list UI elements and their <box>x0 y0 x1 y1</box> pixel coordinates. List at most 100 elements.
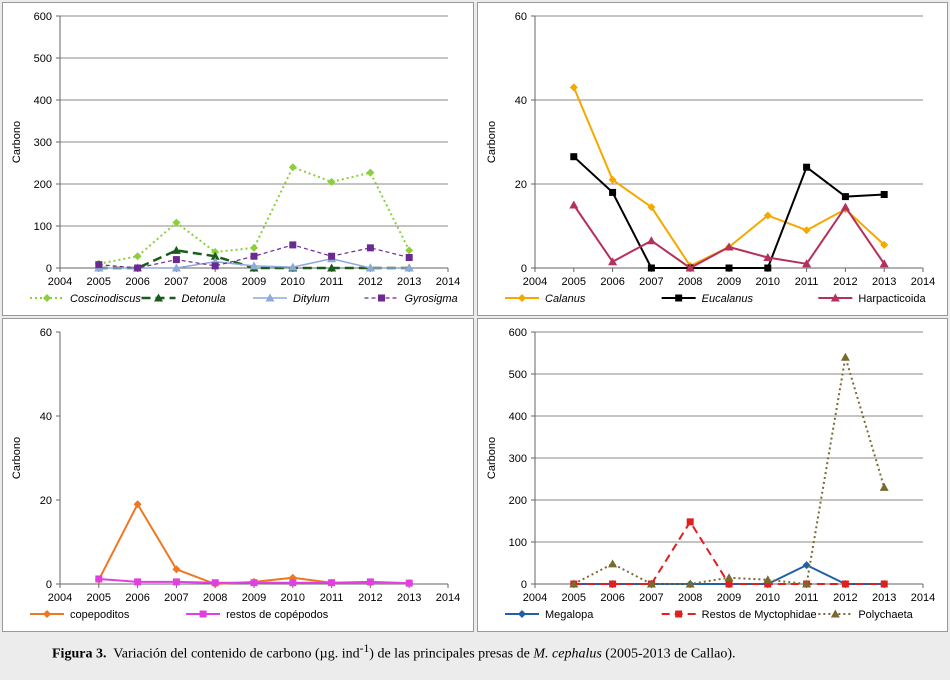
legend-label: Megalopa <box>545 609 594 621</box>
caption-text-c: (2005-2013 de Callao). <box>601 646 736 662</box>
x-tick-label: 2014 <box>436 276 460 288</box>
data-point <box>211 262 219 270</box>
x-tick-label: 2014 <box>911 276 935 288</box>
data-point <box>288 163 297 172</box>
legend-swatch-marker <box>378 294 385 302</box>
series-coscinodiscus <box>94 163 414 268</box>
x-tick-label: 2014 <box>911 592 935 604</box>
chart-panel-others: 0 100 200 300 400 500 600 2004 2005 2006 2007 2008 2… <box>477 318 948 632</box>
data-point <box>171 245 181 254</box>
legend-label: Detonula <box>182 293 226 305</box>
chart-panel-copepoditos: 0 20 40 60 2004 2005 2006 2007 2008 2009 2010 2011 2… <box>2 318 474 632</box>
legend-entry: Ditylum <box>253 293 330 305</box>
series-polychaeta <box>569 352 889 588</box>
data-point <box>802 226 811 235</box>
data-point <box>288 262 298 271</box>
y-axis-label: Carbono <box>486 121 498 163</box>
legend-swatch-marker <box>518 610 526 618</box>
caption-text-a: Variación del contenido de carbono (µg. … <box>113 646 360 662</box>
data-point <box>763 575 773 584</box>
data-point <box>608 175 617 184</box>
data-point <box>328 252 336 260</box>
figure-caption: Figura 3. Variación del contenido de car… <box>52 640 852 663</box>
x-tick-label: 2005 <box>562 592 586 604</box>
data-point <box>569 83 578 92</box>
data-point <box>172 256 180 264</box>
x-tick-label: 2013 <box>872 592 896 604</box>
x-tick-label: 2004 <box>48 276 72 288</box>
data-point <box>250 252 258 260</box>
x-tick-label: 2009 <box>717 592 741 604</box>
y-tick-label: 300 <box>509 453 527 465</box>
data-point <box>880 580 888 588</box>
y-tick-label: 300 <box>34 137 52 149</box>
y-tick-label: 400 <box>34 95 52 107</box>
data-point <box>686 518 694 526</box>
data-point <box>880 240 889 249</box>
x-tick-label: 2010 <box>281 276 305 288</box>
legend-swatch-marker <box>43 610 51 618</box>
data-point <box>879 482 889 491</box>
x-tick-label: 2013 <box>397 592 421 604</box>
y-axis-label: Carbono <box>11 121 23 163</box>
y-tick-label: 600 <box>509 327 527 339</box>
legend-swatch-marker <box>199 610 207 618</box>
data-point <box>405 246 414 255</box>
legend-label: Calanus <box>545 293 586 305</box>
y-tick-label: 20 <box>40 495 52 507</box>
legend-entry: Gyrosigma <box>364 293 458 305</box>
series-calanus <box>569 83 889 270</box>
legend-entry: Calanus <box>505 293 586 305</box>
legend-entry: restos de copépodos <box>186 609 329 621</box>
legend-entry: Harpacticoida <box>818 293 926 305</box>
legend-label: Restos de Myctophidae <box>702 609 817 621</box>
data-point <box>570 153 578 161</box>
data-point <box>249 261 259 270</box>
data-point <box>172 578 180 586</box>
legend-swatch-marker <box>265 293 275 302</box>
legend-entry: copepoditos <box>30 609 130 621</box>
series-line <box>97 503 410 585</box>
data-point <box>250 579 258 587</box>
data-point <box>841 580 849 588</box>
data-point <box>404 263 414 272</box>
data-point <box>685 579 695 588</box>
x-tick-label: 2008 <box>203 276 227 288</box>
x-tick-label: 2008 <box>678 276 702 288</box>
data-point <box>289 579 297 587</box>
y-tick-label: 400 <box>509 411 527 423</box>
data-point <box>802 579 812 588</box>
y-axis-label: Carbono <box>11 437 23 479</box>
data-point <box>764 580 772 588</box>
caption-text-b: ) de las principales presas de <box>369 646 534 662</box>
caption-superscript: -1 <box>359 642 370 655</box>
chart-panel-copepods: 0 20 40 60 2004 2005 2006 2007 2008 2009 2010 2011 2… <box>477 2 948 316</box>
y-tick-label: 0 <box>521 263 527 275</box>
caption-species: M. cephalus <box>533 646 602 662</box>
data-point <box>840 202 850 211</box>
series-harpacticoida <box>569 200 889 272</box>
x-tick-label: 2007 <box>164 592 188 604</box>
data-point <box>764 264 772 272</box>
y-tick-label: 100 <box>509 537 527 549</box>
x-tick-label: 2012 <box>833 592 857 604</box>
y-tick-label: 40 <box>40 411 52 423</box>
panel-frame <box>2 318 474 632</box>
x-tick-label: 2012 <box>833 276 857 288</box>
legend-swatch-marker <box>675 294 683 302</box>
data-point <box>405 579 413 587</box>
x-tick-label: 2005 <box>87 592 111 604</box>
series-line <box>572 87 885 267</box>
x-tick-label: 2010 <box>281 592 305 604</box>
legend-swatch-marker <box>43 294 51 302</box>
legend-label: Eucalanus <box>702 293 754 305</box>
data-point <box>366 168 375 177</box>
data-point <box>134 578 142 586</box>
series-copepoditos <box>94 500 414 588</box>
x-tick-label: 2004 <box>523 592 547 604</box>
legend-entry: Restos de Myctophidae <box>661 609 817 621</box>
data-point <box>172 565 181 574</box>
data-point <box>569 200 579 209</box>
data-point <box>250 243 258 252</box>
